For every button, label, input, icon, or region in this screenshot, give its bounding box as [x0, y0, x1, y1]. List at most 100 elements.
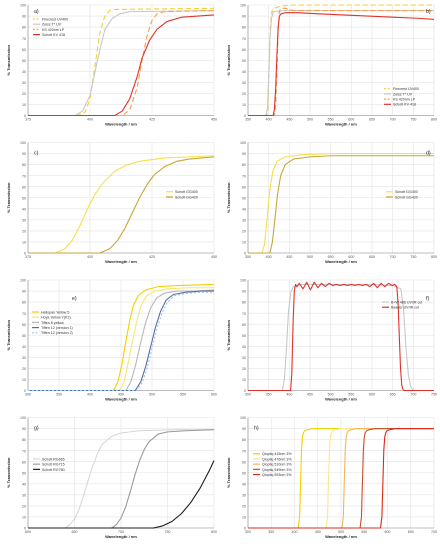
- legend-label: Schott RG665: [42, 457, 65, 461]
- y-axis-title: % Transmission: [226, 44, 231, 75]
- y-axis-title: % Transmission: [226, 457, 231, 488]
- y-tick-label: 40: [242, 482, 246, 486]
- x-axis-title: Wavelength / nm: [105, 397, 137, 402]
- y-tick-label: 80: [242, 438, 246, 442]
- x-tick-label: 650: [408, 530, 414, 534]
- y-tick-label: 30: [242, 218, 246, 222]
- x-tick-label: 400: [286, 393, 292, 397]
- x-tick-label: 600: [348, 255, 354, 259]
- series-line-schott-rg780: [28, 460, 215, 529]
- y-tick-label: 40: [22, 345, 26, 349]
- x-axis-title: Wavelength / nm: [105, 259, 137, 264]
- x-tick-label: 750: [410, 118, 416, 122]
- y-tick-label: 100: [20, 141, 26, 145]
- y-tick-label: 90: [22, 15, 26, 19]
- y-tick-label: 60: [242, 460, 246, 464]
- series-line-schott-kv-418: [28, 14, 215, 117]
- x-tick-label: 550: [328, 118, 334, 122]
- y-tick-label: 10: [242, 241, 246, 245]
- y-tick-label: 20: [22, 505, 26, 509]
- y-tick-label: 20: [22, 230, 26, 234]
- legend-label: Qioptiq 510nm 3%: [262, 463, 292, 467]
- series-line-qioptiq-549nm-3: [248, 428, 434, 529]
- legend-label: Tiffen 12 (version 1): [41, 326, 73, 330]
- series-line-tiffen-12-version-1: [28, 290, 214, 392]
- x-tick-label: 450: [118, 393, 124, 397]
- y-tick-label: 10: [22, 516, 26, 520]
- x-tick-label: 800: [431, 255, 437, 259]
- x-tick-label: 600: [369, 393, 375, 397]
- chart-panel-a: 0 10 20 30 40 50 60 70 80 90 100 375 400 425 450 Wavele…: [6, 4, 217, 127]
- y-tick-label: 70: [242, 37, 246, 41]
- series-line-schott-gg400: [28, 155, 215, 254]
- x-tick-label: 350: [266, 393, 272, 397]
- y-tick-label: 80: [22, 163, 26, 167]
- y-tick-label: 20: [242, 505, 246, 509]
- panel-label: f): [426, 296, 429, 302]
- x-tick-label: 350: [245, 255, 251, 259]
- y-axis-title: % Transmission: [6, 44, 11, 75]
- y-tick-label: 50: [242, 59, 246, 63]
- y-tick-label: 80: [22, 438, 26, 442]
- y-tick-label: 70: [242, 312, 246, 316]
- y-tick-label: 50: [22, 334, 26, 338]
- x-tick-label: 550: [348, 393, 354, 397]
- y-tick-label: 50: [242, 196, 246, 200]
- x-tick-label: 450: [286, 255, 292, 259]
- y-tick-label: 10: [22, 241, 26, 245]
- x-tick-label: 450: [211, 255, 217, 259]
- legend-label: Tiffen 12 (version 2): [41, 331, 73, 335]
- x-tick-label: 450: [307, 393, 313, 397]
- x-tick-label: 375: [25, 255, 31, 259]
- series-line-schott-rg715: [28, 429, 215, 529]
- x-axis-title: Wavelength / nm: [325, 534, 357, 539]
- x-tick-label: 650: [390, 393, 396, 397]
- legend-label: Qioptiq 476nm 3%: [262, 457, 292, 461]
- legend-label: Qioptiq 415nm 3%: [262, 452, 292, 456]
- series-line-b-w-486-uv-ir-cut: [248, 283, 434, 392]
- y-tick-label: 70: [242, 449, 246, 453]
- legend-label: Baader UV/IR cut: [391, 306, 419, 310]
- y-tick-label: 0: [244, 252, 246, 256]
- y-tick-label: 70: [22, 312, 26, 316]
- series-line-baader-uv-ir-cut: [248, 281, 434, 392]
- chart-panel-e: 0 10 20 30 40 50 60 70 80 90 100 300 350 400 450 500 550…: [6, 279, 217, 402]
- y-axis-title: % Transmission: [6, 319, 11, 350]
- series-line-schott-rg665: [28, 429, 214, 529]
- x-tick-label: 750: [431, 393, 437, 397]
- x-tick-label: 600: [211, 393, 217, 397]
- x-tick-label: 500: [307, 255, 313, 259]
- y-tick-label: 60: [22, 48, 26, 52]
- chart-panel-d: 0 10 20 30 40 50 60 70 80 90 100 350 400 450 500 550 600…: [226, 141, 437, 264]
- legend-label: Schott GG400: [395, 190, 418, 194]
- x-axis-title: Wavelength / nm: [105, 534, 137, 539]
- y-tick-label: 50: [22, 471, 26, 475]
- legend-label: Schott RG780: [42, 468, 65, 472]
- x-tick-label: 400: [266, 255, 272, 259]
- x-tick-label: 650: [72, 530, 78, 534]
- y-tick-label: 80: [242, 163, 246, 167]
- legend-label: Qioptiq 549nm 3%: [262, 468, 292, 472]
- legend-label: KS 420nm LP: [42, 28, 65, 32]
- legend-label: Schott KV 418: [393, 103, 416, 107]
- y-tick-label: 90: [242, 152, 246, 156]
- y-tick-label: 70: [22, 37, 26, 41]
- panel-label: e): [72, 296, 77, 302]
- series-line-qioptiq-593nm-3: [248, 428, 434, 529]
- legend-label: Schott GG420: [395, 195, 418, 199]
- y-tick-label: 10: [242, 516, 246, 520]
- y-tick-label: 60: [22, 185, 26, 189]
- series-line-schott-gg420: [248, 155, 434, 254]
- series-line-tiffen-8-yellow: [28, 289, 215, 392]
- y-tick-label: 20: [242, 230, 246, 234]
- series-line-qioptiq-415nm-3: [248, 428, 434, 529]
- y-tick-label: 100: [240, 279, 246, 283]
- y-tick-label: 0: [24, 114, 26, 118]
- y-tick-label: 70: [22, 174, 26, 178]
- x-tick-label: 500: [328, 393, 334, 397]
- x-tick-label: 350: [56, 393, 62, 397]
- y-tick-label: 60: [22, 460, 26, 464]
- legend-label: Schott GG420: [175, 195, 198, 199]
- series-line-schott-gg420: [28, 156, 215, 254]
